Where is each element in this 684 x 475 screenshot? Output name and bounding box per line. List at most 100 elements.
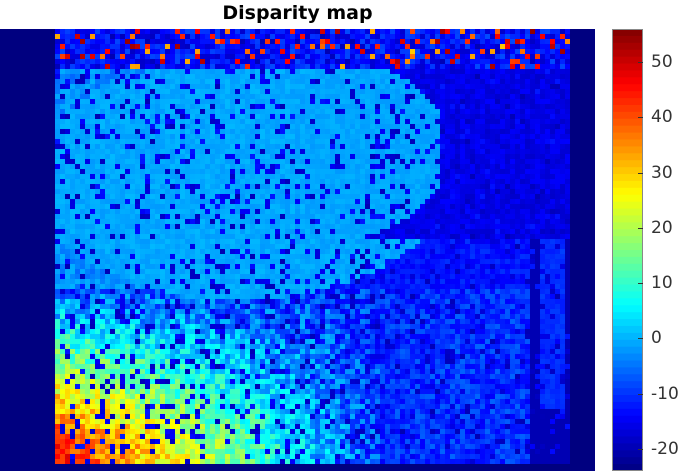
heatmap-cell (265, 114, 271, 120)
heatmap-cell (95, 199, 101, 205)
heatmap-cell (95, 234, 101, 240)
heatmap-cell (20, 54, 26, 60)
heatmap-cell (435, 129, 441, 135)
heatmap-cell (40, 119, 46, 125)
heatmap-cell (105, 109, 111, 115)
heatmap-cell (115, 49, 121, 55)
heatmap-cell (380, 174, 386, 180)
heatmap-cell (500, 124, 506, 130)
heatmap-cell (25, 89, 31, 95)
heatmap-cell (400, 149, 406, 155)
heatmap-cell (60, 224, 66, 230)
heatmap-cell (165, 34, 171, 40)
heatmap-cell (110, 74, 116, 80)
heatmap-cell (445, 104, 451, 110)
heatmap-cell (370, 154, 376, 160)
heatmap-cell (545, 84, 551, 90)
heatmap-cell (130, 89, 136, 95)
heatmap-cell (290, 34, 296, 40)
heatmap-cell (540, 169, 546, 175)
heatmap-cell (205, 74, 211, 80)
heatmap-cell (565, 94, 571, 100)
heatmap-cell (435, 39, 441, 45)
heatmap-cell (540, 129, 546, 135)
heatmap-cell (515, 114, 521, 120)
heatmap-cell (420, 114, 426, 120)
heatmap-cell (85, 219, 91, 225)
heatmap-cell (85, 99, 91, 105)
heatmap-cell (30, 164, 36, 170)
heatmap-cell (435, 44, 441, 50)
heatmap-cell (360, 29, 366, 35)
heatmap-cell (345, 129, 351, 135)
heatmap-cell (425, 159, 431, 165)
heatmap-cell (565, 139, 571, 145)
heatmap-cell (375, 44, 381, 50)
heatmap-cell (520, 64, 526, 70)
heatmap-cell (105, 214, 111, 220)
heatmap-cell (275, 49, 281, 55)
heatmap-cell (70, 99, 76, 105)
heatmap-cell (540, 114, 546, 120)
heatmap-cell (320, 199, 326, 205)
heatmap-cell (345, 179, 351, 185)
heatmap-cell (305, 174, 311, 180)
heatmap-cell (10, 174, 16, 180)
heatmap-cell (295, 119, 301, 125)
heatmap-cell (420, 184, 426, 190)
heatmap-cell (125, 204, 131, 210)
heatmap-cell (5, 159, 11, 165)
heatmap-cell (35, 149, 41, 155)
heatmap-cell (410, 94, 416, 100)
heatmap-cell (450, 114, 456, 120)
heatmap-cell (215, 139, 221, 145)
heatmap-cell (90, 79, 96, 85)
heatmap-cell (330, 129, 336, 135)
heatmap-cell (585, 129, 591, 135)
heatmap-cell (10, 119, 16, 125)
heatmap-cell (325, 184, 331, 190)
heatmap-cell (30, 79, 36, 85)
heatmap-cell (370, 229, 376, 235)
heatmap-cell (435, 134, 441, 140)
heatmap-cell (235, 59, 241, 65)
heatmap-cell (170, 29, 176, 35)
heatmap-cell (105, 229, 111, 235)
heatmap-cell (300, 214, 306, 220)
heatmap-cell (590, 229, 595, 235)
heatmap-cell (310, 219, 316, 225)
heatmap-cell (310, 39, 316, 45)
heatmap-cell (140, 129, 146, 135)
heatmap-cell (430, 104, 436, 110)
heatmap-cell (440, 54, 446, 60)
heatmap-cell (320, 39, 326, 45)
heatmap-cell (255, 184, 261, 190)
heatmap-cell (430, 69, 436, 75)
heatmap-cell (215, 94, 221, 100)
heatmap-cell (315, 189, 321, 195)
heatmap-cell (550, 39, 556, 45)
heatmap-cell (280, 39, 286, 45)
heatmap-cell (310, 194, 316, 200)
heatmap-cell (235, 44, 241, 50)
heatmap-cell (175, 104, 181, 110)
heatmap-cell (160, 104, 166, 110)
heatmap-cell (495, 74, 501, 80)
heatmap-cell (335, 214, 341, 220)
heatmap-cell (360, 214, 366, 220)
heatmap-cell (265, 89, 271, 95)
heatmap-cell (245, 69, 251, 75)
heatmap-cell (385, 159, 391, 165)
heatmap-cell (190, 99, 196, 105)
heatmap-cell (220, 144, 226, 150)
heatmap-cell (325, 169, 331, 175)
heatmap-cell (470, 54, 476, 60)
heatmap-cell (340, 194, 346, 200)
heatmap-cell (400, 34, 406, 40)
heatmap-cell (250, 144, 256, 150)
heatmap-cell (135, 204, 141, 210)
heatmap-cell (5, 174, 11, 180)
heatmap-cell (290, 199, 296, 205)
heatmap-cell (390, 209, 396, 215)
heatmap-cell (500, 184, 506, 190)
